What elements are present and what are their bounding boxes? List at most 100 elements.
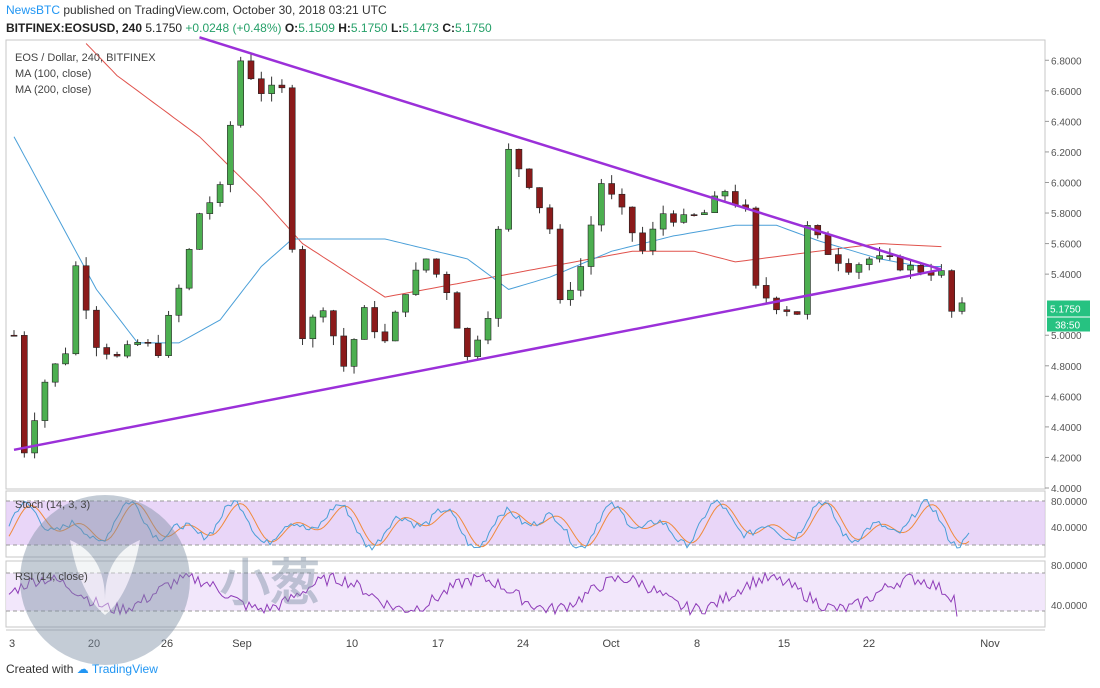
candle-body [845,263,852,273]
candle-body [495,228,502,319]
main-legend-title[interactable]: EOS / Dollar, 240, BITFINEX [15,52,156,64]
candle-body [680,214,688,223]
candle-body [361,307,368,340]
candle-body [278,84,286,89]
candle-body [299,249,306,340]
candle-body [453,292,461,329]
candle-body [505,148,512,230]
y-tick-label: 6.2000 [1051,148,1082,159]
candle-body [556,228,564,301]
close-value: 5.1750 [455,21,492,35]
publish-line: NewsBTC published on TradingView.com, Oc… [6,3,387,17]
last-price: 5.1750 [145,21,183,35]
candle-body [402,294,409,313]
candle-body [804,225,811,315]
candle-body [577,266,585,291]
y-tick-label: 4.0000 [1051,484,1082,495]
candle-body [536,187,543,209]
main-legend: EOS / Dollar, 240, BITFINEX MA (100, clo… [15,50,156,98]
x-tick-label: 26 [161,638,173,650]
candle-body [72,265,80,355]
candle-body [587,224,595,267]
candle-body [546,207,554,230]
y-tick-label: 4.2000 [1051,453,1082,464]
candle-body [855,264,863,273]
candle-body [608,183,615,195]
y-tick-label: 5.4000 [1051,270,1082,281]
candle-body [258,78,265,94]
candle-body [247,60,255,80]
candle-body [659,213,667,230]
candle-body [227,124,234,185]
candle-body [288,87,296,250]
candle-body [948,270,955,312]
stoch-legend[interactable]: Stoch (14, 3, 3) [15,499,91,511]
open-value: 5.1509 [298,21,335,35]
candle-body [51,363,59,383]
trendline-1 [13,268,942,452]
candle-body [762,285,770,299]
candle-body [340,335,348,367]
candle-body [876,255,883,260]
stoch-tick-label: 40.0000 [1051,523,1088,534]
candle-body [196,213,203,250]
y-tick-label: 4.6000 [1051,392,1082,403]
high-value: 5.1750 [350,21,388,35]
candle-body [907,264,914,271]
rsi-line [8,571,958,617]
price-tag-value: 5.1750 [1050,305,1081,316]
candle-body [31,420,38,454]
candle-body [103,347,111,355]
candle-body [886,255,894,257]
candle-body [185,249,193,289]
candle-body [443,273,451,294]
symbol-info-line: BITFINEX:EOSUSD, 240 5.1750 +0.0248 (+0.… [6,21,492,35]
ma200-legend[interactable]: MA (200, close) [15,84,92,96]
candle-body [206,202,214,214]
ma200-line [85,43,942,298]
close-label: C: [442,21,455,35]
candle-body [773,297,780,311]
ma100-legend[interactable]: MA (100, close) [15,68,92,80]
x-tick-label: Sep [232,638,252,650]
y-tick-label: 6.4000 [1051,117,1082,128]
watermark-circle-icon [20,495,190,665]
countdown-box [1047,317,1090,332]
rsi-legend[interactable]: RSI (14, close) [15,571,88,583]
candle-body [628,206,636,234]
candle-body [567,289,574,301]
stoch-d-line [8,502,970,548]
watermark-leaf-icon [70,540,140,615]
tradingview-link[interactable]: TradingView [91,662,158,676]
high-label: H: [338,21,351,35]
candle-body [268,84,275,94]
candle-body [62,353,69,365]
ma100-line [13,136,942,344]
x-tick-label: 17 [432,638,444,650]
candle-body [82,265,90,311]
tradingview-logo-icon: ☁ [76,662,89,676]
candle-body [484,318,492,341]
x-tick-label: 20 [88,638,100,650]
rsi-tick-label: 40.0000 [1051,601,1088,612]
candle-body [175,287,183,316]
publisher-name[interactable]: NewsBTC [6,3,61,17]
candle-body [598,183,605,226]
rsi-tick-label: 80.0000 [1051,561,1088,572]
candle-body [670,213,677,223]
candle-body [216,184,224,203]
footer: Created with ☁ TradingView [6,662,158,676]
candle-body [938,270,945,276]
candle-body [649,228,657,251]
candle-body [41,381,49,421]
candle-body [381,331,389,342]
candle-body [793,311,801,315]
candle-body [124,344,131,357]
candle-body [144,342,152,344]
x-tick-label: Nov [980,638,1000,650]
candle-body [21,335,28,454]
x-tick-label: 22 [863,638,875,650]
candle-body [835,254,842,264]
created-with-text: Created with [6,662,74,676]
